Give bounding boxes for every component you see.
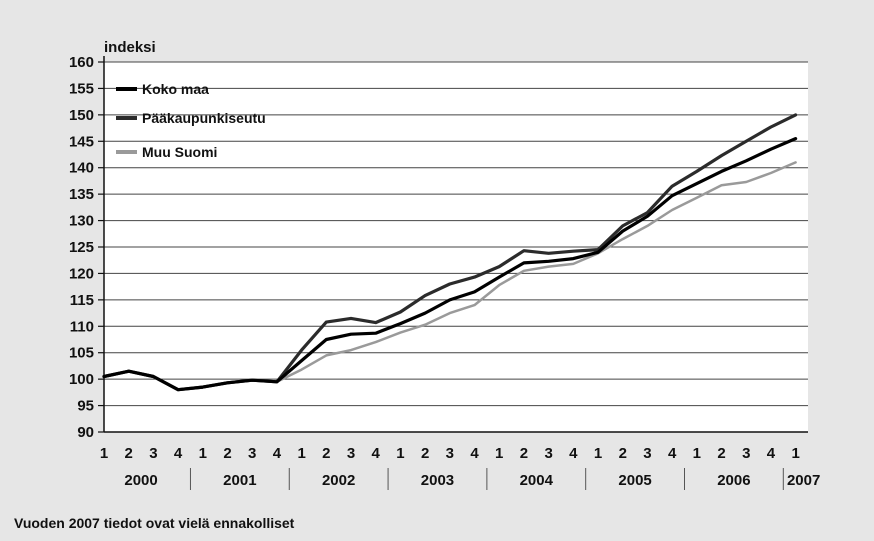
legend-label: Pääkaupunkiseutu (142, 110, 266, 126)
series-line-koko-maa (102, 137, 798, 392)
series-lines (102, 113, 798, 392)
x-quarter-label: 2 (717, 445, 725, 462)
x-year-label: 2002 (322, 472, 355, 489)
x-quarter-label: 1 (199, 445, 207, 462)
x-year-label: 2006 (717, 472, 750, 489)
x-quarter-label: 1 (594, 445, 602, 462)
y-tick-label: 105 (69, 345, 94, 362)
legend: Koko maa Pääkaupunkiseutu Muu Suomi (116, 81, 266, 160)
x-quarter-label: 3 (643, 445, 651, 462)
x-quarter-label: 4 (569, 445, 578, 462)
x-quarter-label: 2 (619, 445, 627, 462)
y-tick-label: 135 (69, 186, 94, 203)
y-tick-label: 145 (69, 133, 94, 150)
x-quarter-label: 3 (347, 445, 355, 462)
x-quarter-label: 1 (693, 445, 701, 462)
x-quarter-label: 2 (520, 445, 528, 462)
x-year-label: 2005 (618, 472, 651, 489)
y-tick-label: 110 (70, 318, 94, 335)
y-tick-label: 125 (69, 239, 94, 256)
y-tick-label: 130 (69, 213, 94, 230)
x-quarter-label: 4 (273, 445, 282, 462)
y-tick-label: 120 (69, 265, 94, 282)
x-quarter-label: 4 (372, 445, 381, 462)
x-year-label: 2007 (787, 472, 820, 489)
x-quarter-label: 3 (544, 445, 552, 462)
y-tick-label: 140 (69, 160, 94, 177)
x-quarter-label: 4 (767, 445, 776, 462)
y-tick-label: 115 (70, 292, 94, 309)
x-year-label: 2001 (223, 472, 256, 489)
axes: 90 95 100 105 110 115 120 125 130 135 140 145 150 155… (69, 54, 820, 490)
x-quarter-label: 3 (446, 445, 454, 462)
legend-label: Muu Suomi (142, 144, 217, 160)
x-quarter-label: 3 (149, 445, 157, 462)
x-quarter-label: 1 (100, 445, 108, 462)
x-quarter-label: 4 (668, 445, 677, 462)
legend-label: Koko maa (142, 81, 209, 97)
x-quarter-label: 2 (125, 445, 133, 462)
x-quarter-label: 1 (297, 445, 305, 462)
x-quarter-label: 4 (174, 445, 183, 462)
x-year-label: 2000 (124, 472, 157, 489)
x-quarter-label: 3 (248, 445, 256, 462)
x-quarter-label: 1 (396, 445, 404, 462)
y-tick-label: 95 (77, 398, 94, 415)
x-quarter-label: 2 (322, 445, 330, 462)
x-year-label: 2003 (421, 472, 454, 489)
y-tick-label: 150 (69, 107, 94, 124)
footnote: Vuoden 2007 tiedot ovat vielä ennakollis… (14, 515, 295, 531)
x-quarter-label: 2 (223, 445, 231, 462)
y-axis-unit-label: indeksi (104, 39, 156, 56)
x-year-label: 2004 (520, 472, 554, 489)
x-quarter-label: 1 (791, 445, 799, 462)
x-quarter-label: 2 (421, 445, 429, 462)
y-tick-label: 90 (77, 424, 94, 441)
y-tick-label: 100 (69, 371, 94, 388)
x-quarter-label: 3 (742, 445, 750, 462)
y-tick-label: 160 (69, 54, 94, 71)
x-quarter-label: 4 (470, 445, 479, 462)
gridlines (104, 61, 808, 433)
y-tick-label: 155 (69, 80, 94, 97)
x-quarter-label: 1 (495, 445, 503, 462)
